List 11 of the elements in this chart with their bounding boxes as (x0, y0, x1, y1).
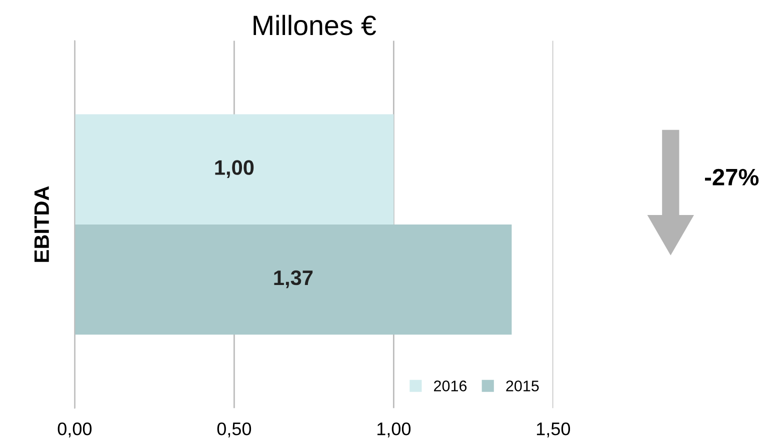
data-label: 1,37 (274, 270, 313, 288)
x-tick-label: 0,50 (217, 422, 252, 438)
data-label: 1,00 (215, 160, 254, 178)
x-tick-label: 1,50 (536, 422, 570, 438)
legend-label: 2015 (506, 380, 539, 392)
text: -27% (705, 168, 759, 186)
x-tick-label: 0,00 (58, 422, 92, 438)
chart-title: Millones € (254, 14, 376, 36)
x-tick-label: 1,00 (377, 422, 411, 438)
y-axis-title: EBITDA (34, 186, 49, 262)
legend-label: 2016 (434, 380, 467, 392)
